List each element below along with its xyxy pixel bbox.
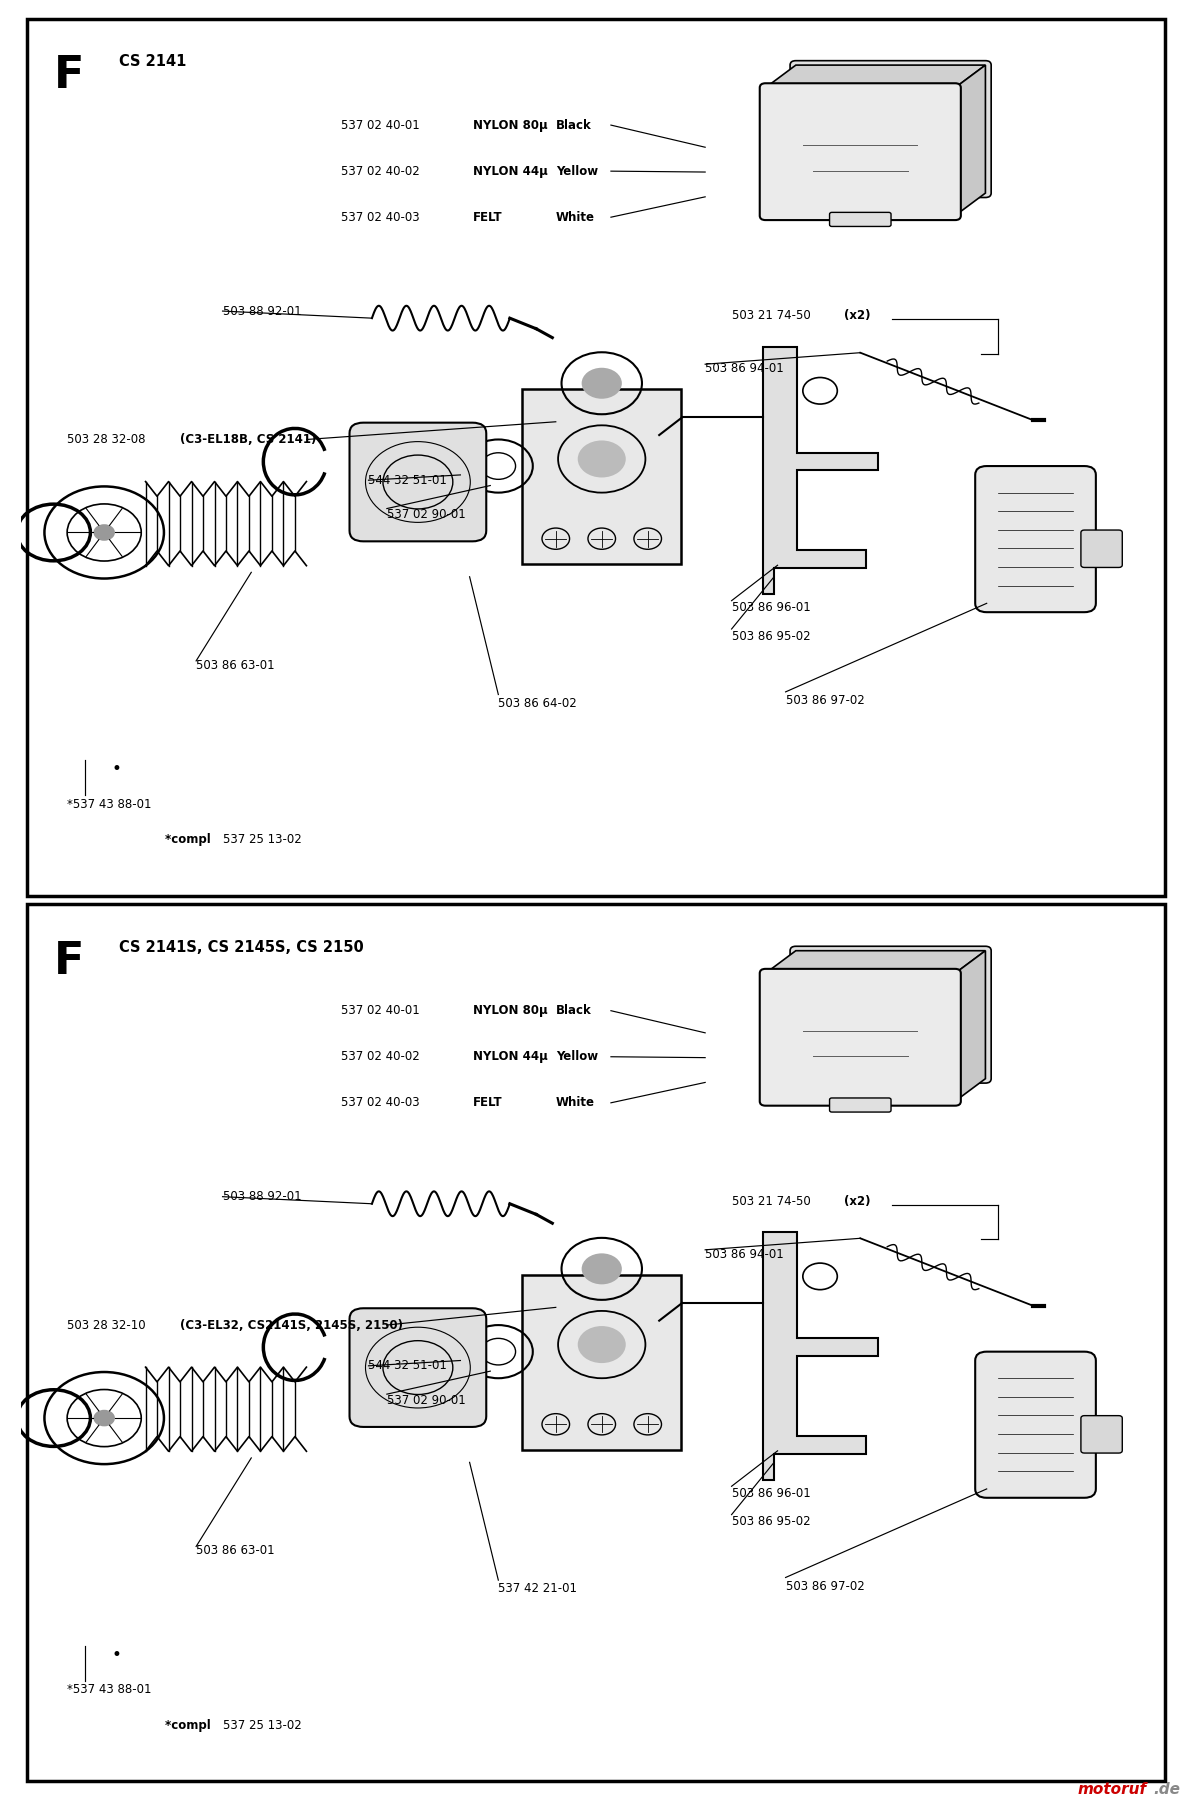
FancyBboxPatch shape (790, 947, 992, 1084)
Text: 503 88 92-01: 503 88 92-01 (223, 1190, 302, 1202)
FancyBboxPatch shape (975, 1352, 1095, 1498)
Text: (x2): (x2) (844, 310, 870, 322)
FancyBboxPatch shape (790, 61, 992, 198)
Text: 503 21 74-50: 503 21 74-50 (732, 310, 814, 322)
Text: motoruf: motoruf (1078, 1782, 1147, 1796)
Polygon shape (765, 65, 986, 88)
Text: *537 43 88-01: *537 43 88-01 (68, 797, 151, 810)
Circle shape (582, 367, 622, 400)
Circle shape (93, 1409, 114, 1426)
Polygon shape (765, 950, 986, 974)
Text: 503 88 92-01: 503 88 92-01 (223, 304, 302, 317)
FancyBboxPatch shape (759, 968, 961, 1105)
Text: Black: Black (555, 119, 591, 131)
FancyBboxPatch shape (975, 466, 1095, 612)
Text: 503 86 63-01: 503 86 63-01 (197, 659, 274, 671)
Text: 503 86 95-02: 503 86 95-02 (732, 630, 811, 643)
Bar (0, 524, 17, 542)
Text: 537 42 21-01: 537 42 21-01 (498, 1582, 577, 1595)
FancyBboxPatch shape (1081, 529, 1123, 567)
Text: 503 86 94-01: 503 86 94-01 (706, 362, 784, 374)
Polygon shape (763, 346, 877, 594)
Text: White: White (555, 211, 595, 223)
Text: NYLON 80μ: NYLON 80μ (473, 119, 547, 131)
Text: 503 86 96-01: 503 86 96-01 (732, 1487, 811, 1499)
Text: CS 2141S, CS 2145S, CS 2150: CS 2141S, CS 2145S, CS 2150 (119, 940, 364, 954)
Text: (x2): (x2) (844, 1195, 870, 1208)
Text: Yellow: Yellow (555, 164, 598, 178)
Text: 537 02 40-03: 537 02 40-03 (341, 1096, 420, 1109)
FancyBboxPatch shape (522, 1274, 681, 1451)
Text: .de: .de (1153, 1782, 1180, 1796)
Text: (C3-EL18B, CS 2141): (C3-EL18B, CS 2141) (180, 434, 316, 446)
Text: (C3-EL32, CS2141S, 2145S, 2150): (C3-EL32, CS2141S, 2145S, 2150) (180, 1319, 403, 1332)
Text: 503 86 64-02: 503 86 64-02 (498, 697, 577, 709)
Text: NYLON 44μ: NYLON 44μ (473, 1049, 548, 1064)
Text: •: • (111, 760, 120, 778)
Text: 537 02 40-03: 537 02 40-03 (341, 211, 420, 223)
Polygon shape (955, 65, 986, 216)
Text: 503 86 95-02: 503 86 95-02 (732, 1516, 811, 1528)
Text: 503 28 32-10: 503 28 32-10 (68, 1319, 147, 1332)
Text: 544 32 51-01: 544 32 51-01 (368, 1359, 447, 1372)
Bar (0, 1409, 17, 1427)
Circle shape (582, 1253, 622, 1285)
Text: 503 86 97-02: 503 86 97-02 (786, 1580, 864, 1593)
Text: NYLON 44μ: NYLON 44μ (473, 164, 548, 178)
Text: 537 02 40-02: 537 02 40-02 (341, 164, 420, 178)
Text: 503 86 94-01: 503 86 94-01 (706, 1247, 784, 1260)
Circle shape (578, 441, 626, 477)
Text: FELT: FELT (473, 1096, 503, 1109)
Text: 503 28 32-08: 503 28 32-08 (68, 434, 145, 446)
Text: FELT: FELT (473, 211, 503, 223)
Circle shape (93, 524, 114, 540)
Text: 537 02 40-01: 537 02 40-01 (341, 119, 420, 131)
Text: 537 25 13-02: 537 25 13-02 (223, 833, 302, 846)
Polygon shape (763, 1231, 877, 1480)
Text: *compl: *compl (164, 833, 215, 846)
Text: NYLON 80μ: NYLON 80μ (473, 1004, 547, 1017)
Text: CS 2141: CS 2141 (119, 54, 186, 68)
Text: 503 86 97-02: 503 86 97-02 (786, 695, 864, 707)
Text: 537 02 40-01: 537 02 40-01 (341, 1004, 420, 1017)
Text: 537 02 40-02: 537 02 40-02 (341, 1049, 420, 1064)
FancyBboxPatch shape (1081, 1415, 1123, 1453)
Text: 537 25 13-02: 537 25 13-02 (223, 1719, 302, 1732)
Text: Black: Black (555, 1004, 591, 1017)
Polygon shape (955, 950, 986, 1102)
FancyBboxPatch shape (830, 212, 892, 227)
FancyBboxPatch shape (349, 423, 486, 542)
Text: 503 86 63-01: 503 86 63-01 (197, 1544, 274, 1557)
Circle shape (578, 1327, 626, 1363)
FancyBboxPatch shape (830, 1098, 892, 1112)
Text: •: • (111, 1645, 120, 1663)
Text: Yellow: Yellow (555, 1049, 598, 1064)
Text: 503 21 74-50: 503 21 74-50 (732, 1195, 814, 1208)
Text: *compl: *compl (164, 1719, 215, 1732)
Text: 544 32 51-01: 544 32 51-01 (368, 473, 447, 486)
Text: White: White (555, 1096, 595, 1109)
Text: 503 86 96-01: 503 86 96-01 (732, 601, 811, 614)
Text: F: F (54, 54, 83, 97)
FancyBboxPatch shape (759, 83, 961, 220)
FancyBboxPatch shape (349, 1309, 486, 1427)
Text: 537 02 90-01: 537 02 90-01 (387, 1393, 466, 1408)
Text: 537 02 90-01: 537 02 90-01 (387, 508, 466, 522)
FancyBboxPatch shape (522, 389, 681, 565)
Text: *537 43 88-01: *537 43 88-01 (68, 1683, 151, 1696)
Text: F: F (54, 940, 83, 983)
